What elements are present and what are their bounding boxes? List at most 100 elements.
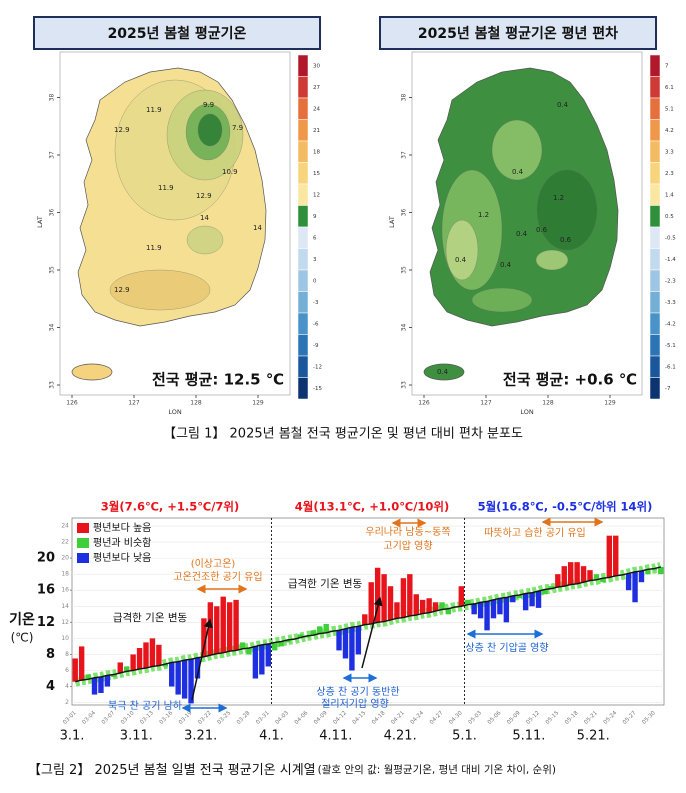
- bar: [471, 603, 477, 615]
- bar: [400, 578, 407, 618]
- y-tick-label: 8: [46, 647, 55, 662]
- x-tick-label: 03-13: [139, 710, 155, 726]
- lat-label: LAT: [388, 216, 396, 228]
- annotation: 고기압 영향: [383, 539, 432, 552]
- bar: [136, 648, 143, 669]
- x-tick-label: 03-19: [178, 710, 194, 726]
- bar: [85, 674, 91, 680]
- y-minor-tick-label: 12: [61, 619, 69, 626]
- colorbar-box: [297, 334, 309, 357]
- contour-labels: 9.9 7.9 11.9 12.9 11.9 12.9 10.9 14 11.9…: [114, 101, 572, 376]
- x-tick-label: 05-18: [564, 710, 580, 726]
- x-tick-label: 03-04: [81, 710, 97, 726]
- y-minor-tick-label: 20: [61, 555, 69, 562]
- bar: [336, 630, 342, 651]
- colorbar-box: [297, 291, 309, 314]
- colorbar-box: [297, 119, 309, 142]
- y-minor-tick-label: 6: [65, 667, 69, 674]
- y-minor-tick-label: 18: [61, 571, 69, 578]
- x-tick-label: 05-30: [641, 710, 657, 726]
- lon-tick-label: 129: [604, 400, 616, 407]
- colorbar-box: [297, 97, 309, 120]
- bar: [407, 574, 413, 616]
- colorbar-box: [297, 205, 309, 228]
- annotation: 상층 찬 기압골 영향: [465, 641, 548, 654]
- contour-label: 9.9: [203, 101, 214, 109]
- bar: [587, 570, 593, 581]
- colorbar-label: 3.3: [665, 149, 674, 155]
- legend-swatch: [77, 523, 89, 533]
- colorbar-label: 3: [313, 257, 317, 263]
- contour-label: 11.9: [158, 184, 174, 192]
- colorbar-box: [649, 312, 661, 335]
- bar: [201, 618, 207, 657]
- annotation: 고온건조한 공기 유입: [173, 570, 262, 583]
- title-box: [33, 16, 321, 50]
- contour-label: 10.9: [222, 168, 238, 176]
- arrow: [361, 596, 383, 669]
- lat-tick-label: 33: [49, 381, 56, 389]
- bar: [188, 659, 194, 704]
- colorbar-box: [649, 119, 661, 142]
- annotation: (이상고온): [191, 558, 236, 570]
- y-tick-label: 20: [37, 551, 55, 566]
- lat-tick-label: 35: [401, 266, 408, 274]
- x-tick-label: 03-25: [217, 710, 233, 726]
- x-tick-label: 05-15: [545, 710, 561, 726]
- map-panel: 33 34 35 36 37 38 126 127 128 129 LAT LON 7 6.1 5.1 4.2…: [388, 51, 676, 416]
- bar: [465, 599, 471, 605]
- lon-tick-label: 127: [128, 400, 140, 407]
- bar: [220, 596, 226, 653]
- legend-label: 평년보다 낮음: [93, 552, 151, 564]
- date-label: 3.11.: [120, 729, 153, 744]
- bar: [342, 628, 349, 659]
- contour-region: [197, 113, 223, 147]
- bar: [510, 595, 516, 603]
- annotation: 북극 찬 공기 남하: [108, 699, 182, 712]
- x-tick-label: 03-07: [101, 710, 117, 726]
- lon-tick-label: 126: [66, 400, 78, 407]
- y-tick-label: 16: [37, 583, 55, 598]
- bar: [638, 570, 645, 583]
- contour-label: 12.9: [114, 126, 130, 134]
- bar: [156, 644, 162, 666]
- colorbar-box: [649, 162, 661, 185]
- bar: [162, 664, 169, 667]
- bar: [149, 638, 156, 667]
- colorbar-box: [297, 377, 309, 400]
- colorbar-label: -6.1: [665, 364, 676, 370]
- colorbar-box: [297, 355, 309, 378]
- colorbar-box: [649, 248, 661, 271]
- colorbar-label: 30: [313, 63, 320, 69]
- bar: [600, 578, 606, 583]
- bar: [233, 599, 239, 651]
- contour-label: 0.4: [557, 101, 569, 109]
- colorbar-label: -15: [313, 386, 322, 392]
- bar: [394, 602, 400, 619]
- bar: [317, 626, 323, 634]
- x-tick-label: 03-01: [62, 710, 78, 726]
- colorbar-box: [297, 183, 309, 206]
- y-minor-tick-label: 24: [61, 523, 69, 530]
- bar: [214, 606, 220, 654]
- bar: [362, 614, 368, 625]
- bar: [381, 574, 387, 622]
- colorbar-box: [649, 269, 661, 292]
- bar: [503, 597, 510, 623]
- colorbar-box: [649, 226, 661, 249]
- x-tick-label: 04-06: [294, 710, 310, 726]
- colorbar-box: [649, 97, 661, 120]
- colorbar-box: [649, 76, 661, 99]
- colorbar-box: [649, 183, 661, 206]
- contour-label: 1.2: [553, 194, 564, 202]
- contour-label: 1.2: [478, 211, 489, 219]
- contour-label: 0.4: [512, 168, 524, 176]
- bar: [368, 582, 374, 624]
- x-tick-label: 05-21: [583, 710, 599, 726]
- x-tick-label: 03-16: [159, 710, 175, 726]
- colorbar-label: 4.2: [665, 128, 674, 134]
- lon-tick-label: 126: [418, 400, 430, 407]
- bar: [143, 642, 149, 669]
